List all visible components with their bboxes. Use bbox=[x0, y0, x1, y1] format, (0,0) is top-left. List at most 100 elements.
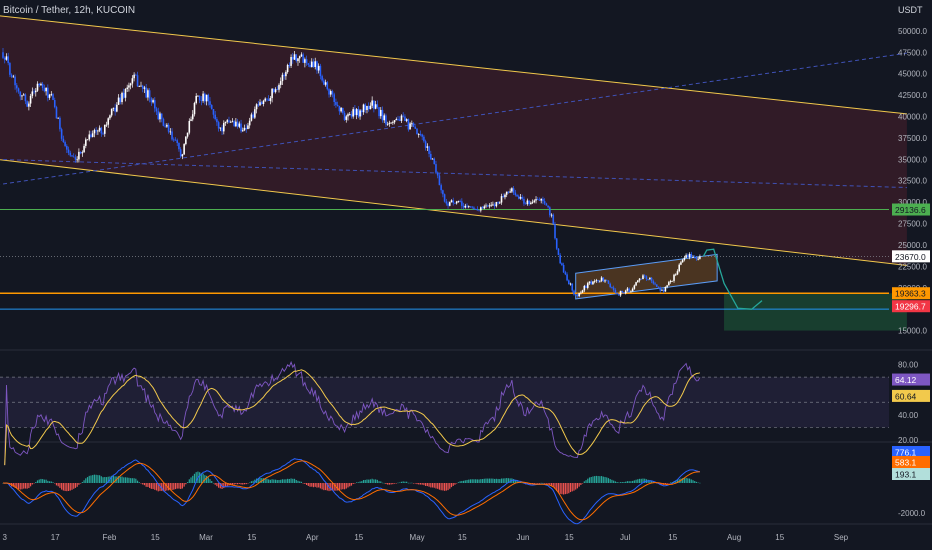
macd-hist-bar bbox=[368, 479, 370, 483]
macd-hist-bar bbox=[473, 479, 475, 483]
candle-body bbox=[107, 118, 110, 125]
candle-body bbox=[352, 109, 354, 117]
macd-hist-bar bbox=[552, 483, 554, 487]
macd-hist-bar bbox=[97, 475, 99, 483]
candle-body bbox=[274, 89, 277, 93]
macd-hist-bar bbox=[651, 480, 653, 483]
time-tick-label: Feb bbox=[103, 533, 117, 542]
candle-body bbox=[223, 123, 225, 132]
macd-hist-bar bbox=[504, 478, 506, 483]
macd-hist-bar bbox=[250, 481, 252, 483]
macd-hist-bar bbox=[147, 483, 149, 487]
macd-hist-bar bbox=[76, 483, 78, 487]
candle-body bbox=[398, 119, 401, 121]
candle-body bbox=[34, 90, 37, 93]
candle-body bbox=[219, 127, 222, 129]
candle-body bbox=[135, 74, 137, 76]
macd-hist-bar bbox=[33, 483, 35, 484]
candle-body bbox=[362, 104, 365, 113]
macd-hist-bar bbox=[402, 481, 404, 483]
candle-body bbox=[526, 200, 529, 205]
candle-body bbox=[592, 281, 594, 285]
candle-body bbox=[602, 277, 605, 282]
candle-body bbox=[652, 281, 655, 284]
time-tick-label: 15 bbox=[565, 533, 574, 542]
macd-hist-bar bbox=[238, 483, 240, 484]
macd-hist-bar bbox=[618, 482, 620, 483]
macd-hist-bar bbox=[583, 481, 585, 483]
time-tick-label: Apr bbox=[306, 533, 319, 542]
candle-body bbox=[681, 259, 684, 263]
macd-line bbox=[2, 458, 700, 525]
candle-body bbox=[483, 206, 486, 209]
macd-hist-bar bbox=[214, 483, 216, 485]
symbol-title[interactable]: Bitcoin / Tether, 12h, KUCOIN bbox=[3, 5, 136, 16]
candle-body bbox=[312, 61, 315, 67]
candle-body bbox=[490, 204, 492, 206]
macd-hist-bar bbox=[471, 479, 473, 483]
candle-body bbox=[221, 127, 223, 132]
candle-body bbox=[393, 120, 396, 123]
macd-hist-bar bbox=[245, 483, 247, 485]
macd-hist-bar bbox=[243, 483, 246, 485]
candle-body bbox=[467, 206, 470, 208]
candle-body bbox=[499, 202, 501, 204]
candle-body bbox=[290, 57, 292, 66]
macd-hist-bar bbox=[626, 481, 629, 483]
macd-hist-bar bbox=[62, 483, 64, 491]
candle-body bbox=[480, 207, 482, 211]
macd-hist-bar bbox=[104, 477, 106, 483]
candle-body bbox=[307, 63, 310, 65]
macd-hist-bar bbox=[416, 483, 418, 485]
time-tick-label: Jul bbox=[620, 533, 630, 542]
candle-body bbox=[188, 120, 191, 133]
candle-body bbox=[145, 87, 147, 98]
candle-body bbox=[81, 152, 84, 154]
candle-body bbox=[459, 201, 461, 202]
candle-body bbox=[302, 54, 304, 63]
candle-body bbox=[605, 280, 608, 282]
macd-hist-bar bbox=[185, 483, 187, 485]
candle-body bbox=[273, 88, 275, 93]
macd-hist-bar bbox=[157, 483, 159, 492]
macd-hist-bar bbox=[59, 483, 61, 488]
macd-hist-bar bbox=[497, 478, 499, 483]
macd-hist-bar bbox=[354, 483, 356, 484]
candle-body bbox=[626, 288, 629, 291]
macd-hist-bar bbox=[174, 483, 177, 490]
candle-body bbox=[236, 121, 239, 127]
candle-body bbox=[409, 123, 411, 130]
candle-body bbox=[324, 82, 327, 85]
candle-body bbox=[328, 89, 330, 95]
macd-hist-bar bbox=[55, 483, 58, 486]
macd-hist-bar bbox=[223, 483, 225, 489]
macd-hist-bar bbox=[337, 483, 339, 491]
macd-hist-bar bbox=[671, 482, 673, 483]
candle-body bbox=[326, 82, 329, 90]
candle-body bbox=[152, 100, 154, 103]
candle-body bbox=[338, 105, 341, 112]
macd-badge-bg-1 bbox=[892, 456, 930, 468]
candle-body bbox=[438, 175, 441, 186]
candle-body bbox=[283, 74, 285, 77]
candle-body bbox=[16, 85, 18, 89]
candle-body bbox=[657, 286, 660, 288]
candle-body bbox=[392, 122, 394, 124]
macd-hist-bar bbox=[428, 483, 430, 487]
rsi-tick-label: 80.00 bbox=[898, 361, 919, 370]
price-tick-label: 50000.0 bbox=[898, 27, 927, 36]
candle-body bbox=[359, 110, 361, 117]
candle-body bbox=[452, 200, 455, 203]
candle-body bbox=[271, 88, 273, 99]
candle-body bbox=[69, 152, 72, 156]
candle-body bbox=[411, 123, 413, 125]
macd-hist-bar bbox=[404, 481, 406, 483]
macd-hist-bar bbox=[205, 475, 208, 483]
macd-hist-bar bbox=[99, 475, 101, 483]
candle-body bbox=[183, 144, 185, 155]
currency-label: USDT bbox=[898, 5, 923, 15]
macd-hist-bar bbox=[295, 479, 297, 483]
candle-body bbox=[217, 122, 220, 129]
